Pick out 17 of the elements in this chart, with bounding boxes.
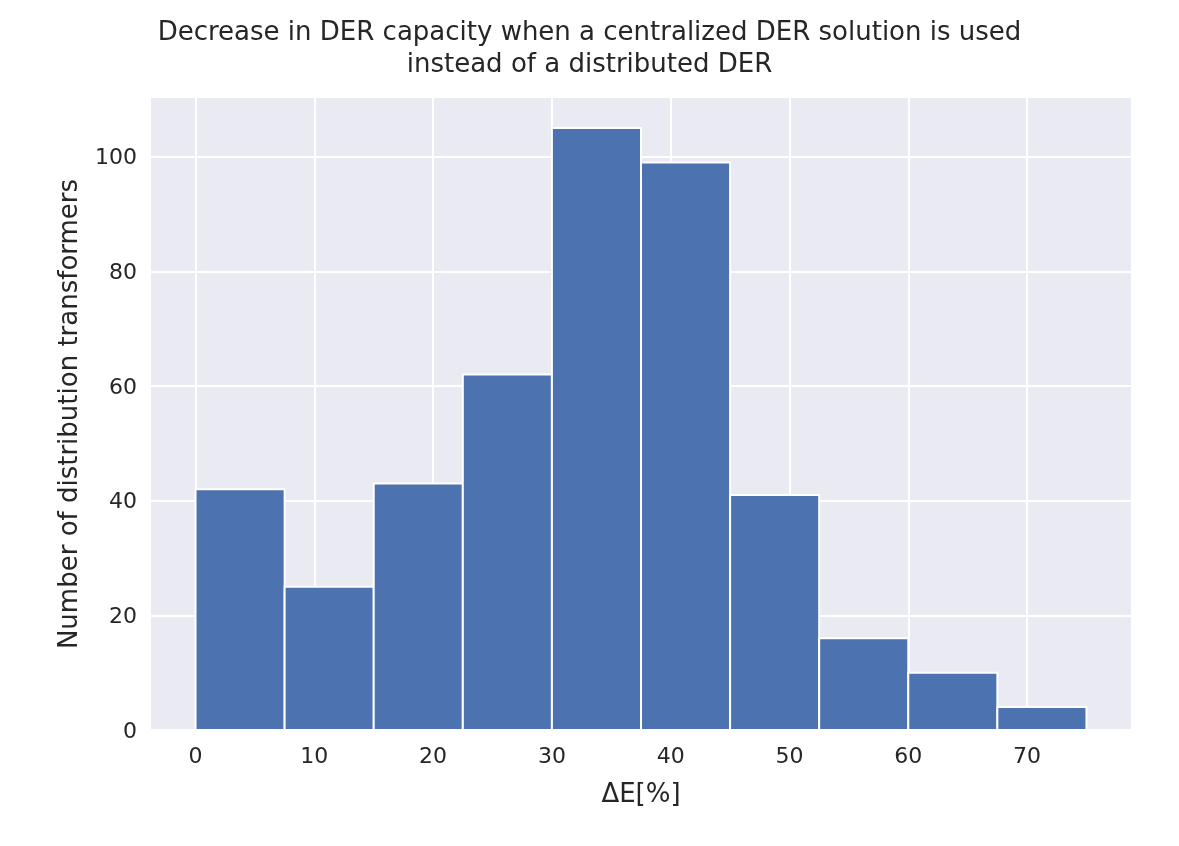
y-axis-title: Number of distribution transformers xyxy=(53,178,83,650)
y-tick-label: 40 xyxy=(109,488,137,514)
y-tick-label: 60 xyxy=(109,373,137,399)
y-tick-label: 80 xyxy=(109,258,137,284)
x-tick-label: 20 xyxy=(419,742,448,768)
x-tick-label: 0 xyxy=(188,742,203,768)
y-tick-label: 0 xyxy=(123,717,137,743)
y-tick-label: 100 xyxy=(95,144,137,170)
x-tick-label: 40 xyxy=(656,742,685,768)
x-tick-label: 60 xyxy=(894,742,923,768)
x-tick-label: 10 xyxy=(300,742,329,768)
x-axis-title: ΔE[%] xyxy=(601,778,681,808)
x-tick-label: 30 xyxy=(537,742,566,768)
y-tick-label: 20 xyxy=(109,602,137,628)
chart-title: Decrease in DER capacity when a centralized DER solution is used instead of a distributed DER xyxy=(157,16,1022,78)
x-tick-label: 50 xyxy=(775,742,804,768)
x-tick-label: 70 xyxy=(1013,742,1042,768)
